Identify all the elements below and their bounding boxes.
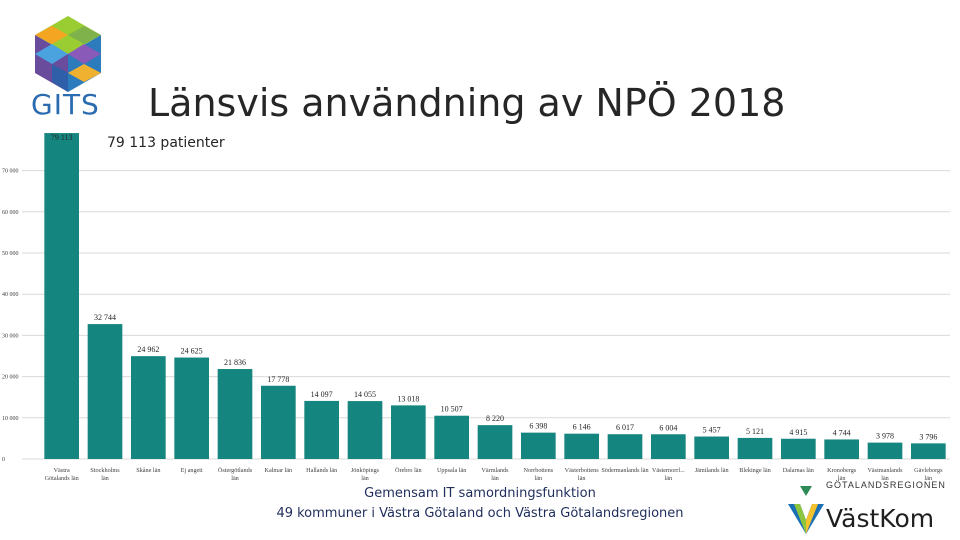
data-label: 14 055	[354, 390, 376, 399]
bar	[434, 415, 469, 459]
gits-logo	[35, 16, 101, 92]
bar	[694, 436, 729, 459]
vastkom-logo-text: VästKom	[826, 504, 935, 533]
data-label: 6 004	[659, 423, 677, 432]
y-tick-label: 20 000	[2, 375, 19, 381]
x-tick-label: Skåne län	[136, 467, 160, 474]
x-tick-label: Norrbottens	[524, 467, 554, 474]
gits-logo-text: GITS	[31, 88, 100, 121]
y-tick-label: 30 000	[2, 333, 19, 339]
data-label: 14 097	[311, 390, 333, 399]
bar	[651, 434, 686, 459]
x-tick-label: Götalands län	[45, 475, 79, 482]
x-tick-label: län	[578, 475, 586, 482]
data-label: 6 146	[573, 423, 591, 432]
data-label: 4 915	[789, 428, 807, 437]
x-tick-label: Örebro län	[395, 467, 422, 474]
y-tick-label: 0	[2, 457, 5, 463]
data-label: 5 457	[703, 426, 721, 435]
x-tick-label: Värmlands	[481, 467, 509, 474]
x-tick-label: län	[838, 475, 846, 482]
x-tick-label: Södermanlands län	[601, 467, 648, 474]
data-label: 4 744	[833, 428, 851, 437]
slide-title: Länsvis användning av NPÖ 2018	[148, 81, 786, 126]
data-label: 24 625	[181, 347, 203, 356]
x-tick-label: Kalmar län	[264, 467, 292, 474]
data-label: 6 398	[529, 422, 547, 431]
data-label: 21 836	[224, 358, 246, 367]
y-tick-label: 40 000	[2, 292, 19, 298]
data-label: 32 744	[94, 313, 116, 322]
bar	[564, 433, 599, 459]
bar	[87, 324, 123, 459]
x-tick-label: Blekinge län	[739, 467, 770, 474]
x-tick-label: Gävleborgs	[914, 467, 943, 474]
x-tick-label: län	[881, 475, 889, 482]
vgr-arrow-icon	[800, 486, 812, 496]
data-label: 13 018	[397, 394, 419, 403]
data-label: 10 507	[441, 405, 463, 414]
bar	[867, 442, 903, 459]
x-tick-label: län	[231, 475, 239, 482]
x-tick-label: län	[101, 475, 109, 482]
x-tick-label: Dalarnas län	[783, 467, 814, 474]
footer-line-1: Gemensam IT samordningsfunktion	[364, 486, 596, 501]
data-label: 8 220	[486, 414, 504, 423]
x-tick-label: län	[925, 475, 933, 482]
data-label: 17 778	[267, 375, 289, 384]
x-tick-label: län	[361, 475, 369, 482]
bar	[477, 425, 513, 459]
x-tick-label: Jönköpings	[351, 467, 380, 474]
vgr-logo-text: GÖTALANDSREGIONEN	[826, 480, 946, 490]
bar	[304, 400, 339, 459]
x-tick-label: län	[665, 475, 673, 482]
bar	[737, 437, 773, 459]
y-tick-label: 70 000	[2, 169, 19, 175]
bar	[174, 357, 209, 459]
bar	[261, 385, 296, 459]
x-tick-label: Ej angett	[181, 467, 203, 474]
bar	[824, 439, 859, 459]
x-tick-label: län	[535, 475, 543, 482]
x-tick-label: Jämtlands län	[695, 467, 729, 474]
x-tick-label: Västernorrl...	[652, 467, 685, 474]
y-tick-label: 60 000	[2, 210, 19, 216]
bar	[217, 369, 253, 459]
x-tick-label: Västmanlands	[867, 467, 903, 474]
data-label: 3 978	[876, 432, 894, 441]
bar	[521, 432, 556, 459]
data-label: 6 017	[616, 423, 634, 432]
bar	[607, 434, 643, 459]
bar	[131, 356, 166, 459]
bar	[347, 401, 383, 459]
footer-line-2: 49 kommuner i Västra Götaland och Västra…	[276, 506, 684, 521]
bar	[391, 405, 426, 459]
x-tick-label: Stockholms	[90, 467, 120, 474]
y-tick-label: 10 000	[2, 416, 19, 422]
data-label: 24 962	[137, 345, 159, 354]
bar	[44, 133, 79, 459]
x-tick-label: Östergötlands	[218, 467, 253, 474]
x-tick-label: län	[491, 475, 499, 482]
bar	[781, 438, 816, 459]
x-tick-label: Västerbottens	[565, 467, 600, 474]
y-tick-label: 50 000	[2, 251, 19, 257]
x-tick-label: Kronobergs	[827, 467, 857, 474]
x-tick-label: Uppsala län	[437, 467, 466, 474]
vastkom-logo-icon	[788, 504, 824, 534]
data-label: 3 796	[919, 432, 937, 441]
data-label: 79 113	[51, 133, 73, 142]
x-tick-label: Västra	[54, 467, 70, 474]
chart-subtitle: 79 113 patienter	[107, 135, 225, 151]
data-label: 5 121	[746, 427, 764, 436]
x-tick-label: Hallands län	[306, 467, 337, 474]
bar	[911, 443, 946, 459]
